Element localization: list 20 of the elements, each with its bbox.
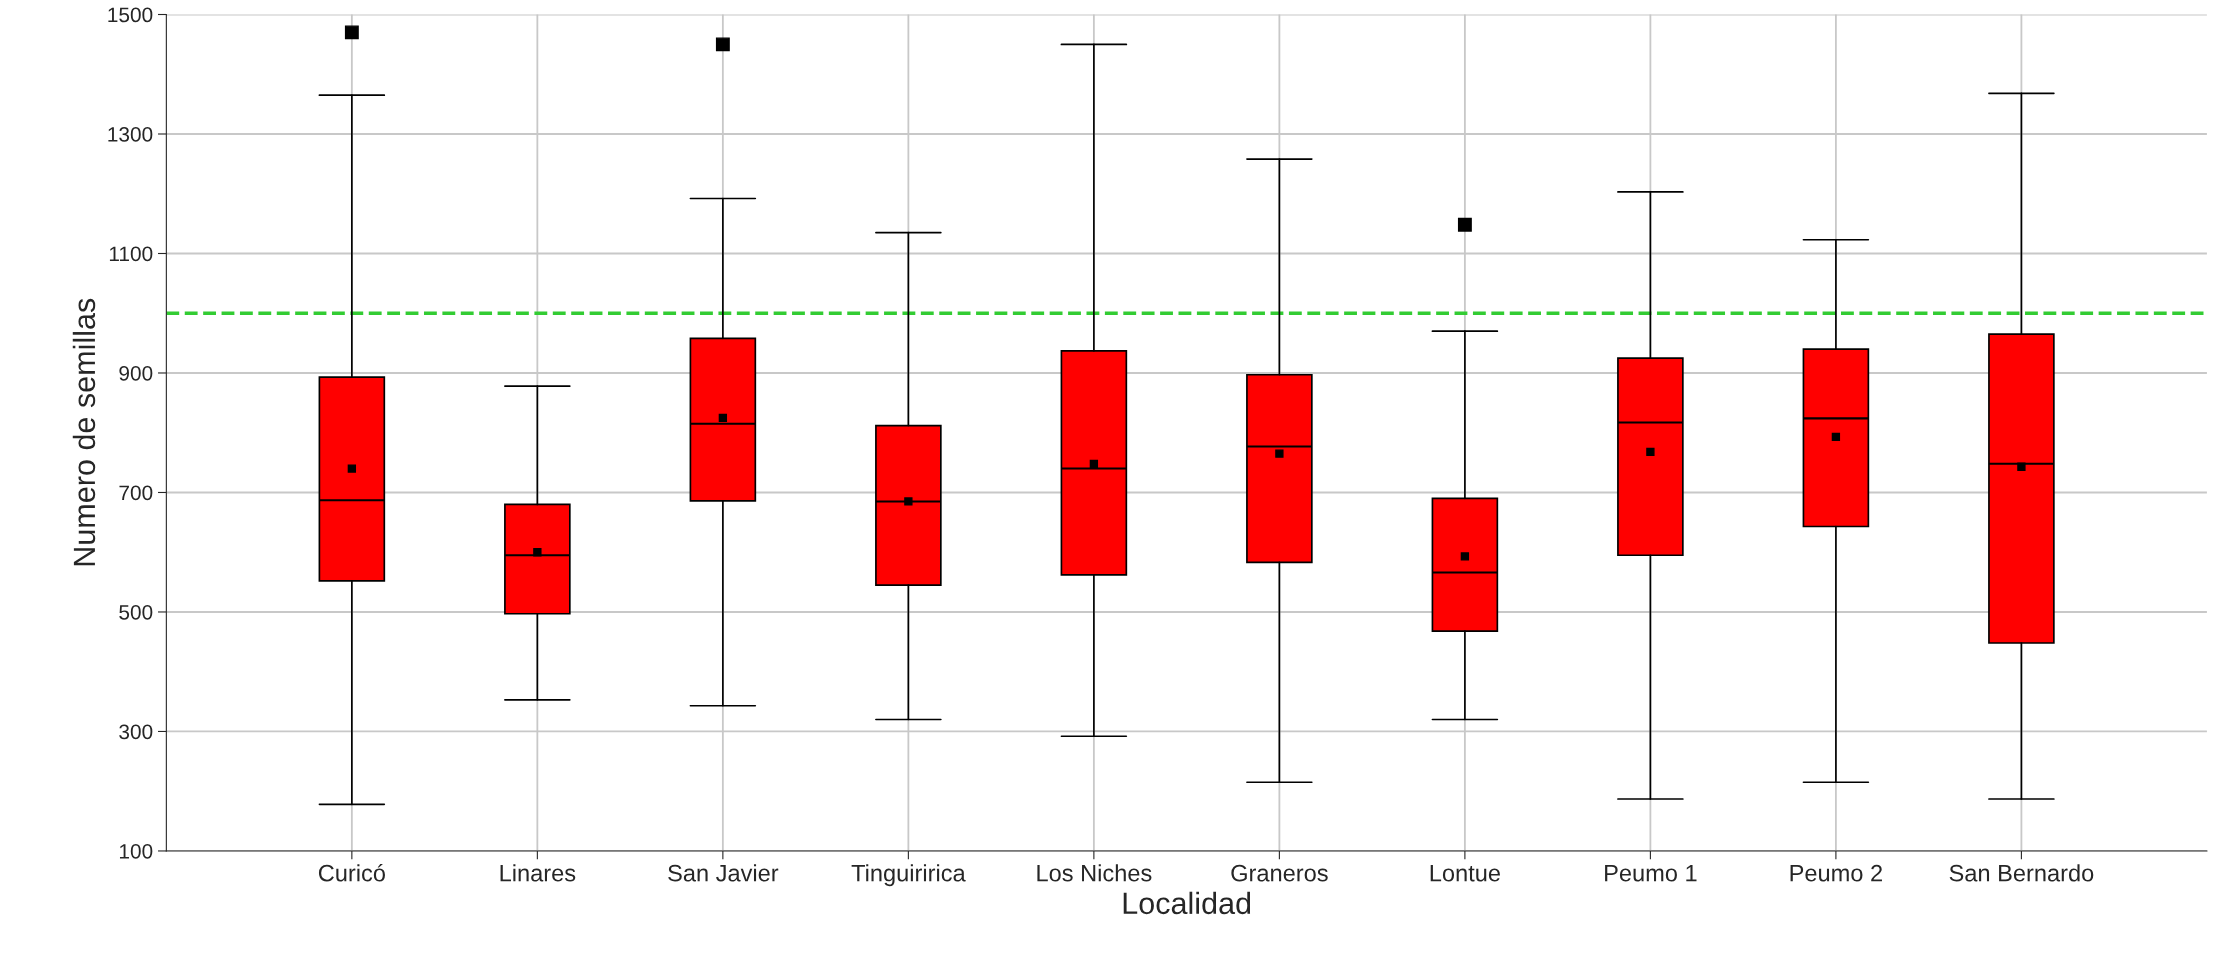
y-tick-label: 100 — [119, 843, 153, 859]
y-tick-label: 1300 — [108, 127, 153, 142]
y-tick-label: 900 — [119, 365, 153, 381]
x-axis-title: Localidad — [1123, 891, 1251, 915]
x-tick-label: Los Niches — [1037, 864, 1152, 882]
y-tick-label: 300 — [119, 724, 153, 740]
x-tick-label: San Javier — [668, 864, 779, 882]
y-tick-label: 1100 — [109, 246, 153, 262]
x-tick-label: San Bernardo — [1949, 864, 2094, 882]
x-tick-label: Peumo 1 — [1605, 865, 1697, 882]
x-tick-label: Curicó — [318, 863, 385, 882]
x-tick-label: Peumo 2 — [1790, 864, 1882, 882]
x-tick-label: Tinguiririca — [851, 864, 966, 887]
y-tick-label: 500 — [119, 604, 153, 620]
y-tick-label: 700 — [119, 485, 153, 501]
x-tick-label: Graneros — [1231, 864, 1328, 882]
x-tick-label: Lontue — [1430, 865, 1500, 882]
x-tick-label: Linares — [500, 864, 576, 882]
y-axis-title: Numero de semillas — [72, 298, 96, 566]
y-tick-label: 1500 — [108, 7, 153, 23]
